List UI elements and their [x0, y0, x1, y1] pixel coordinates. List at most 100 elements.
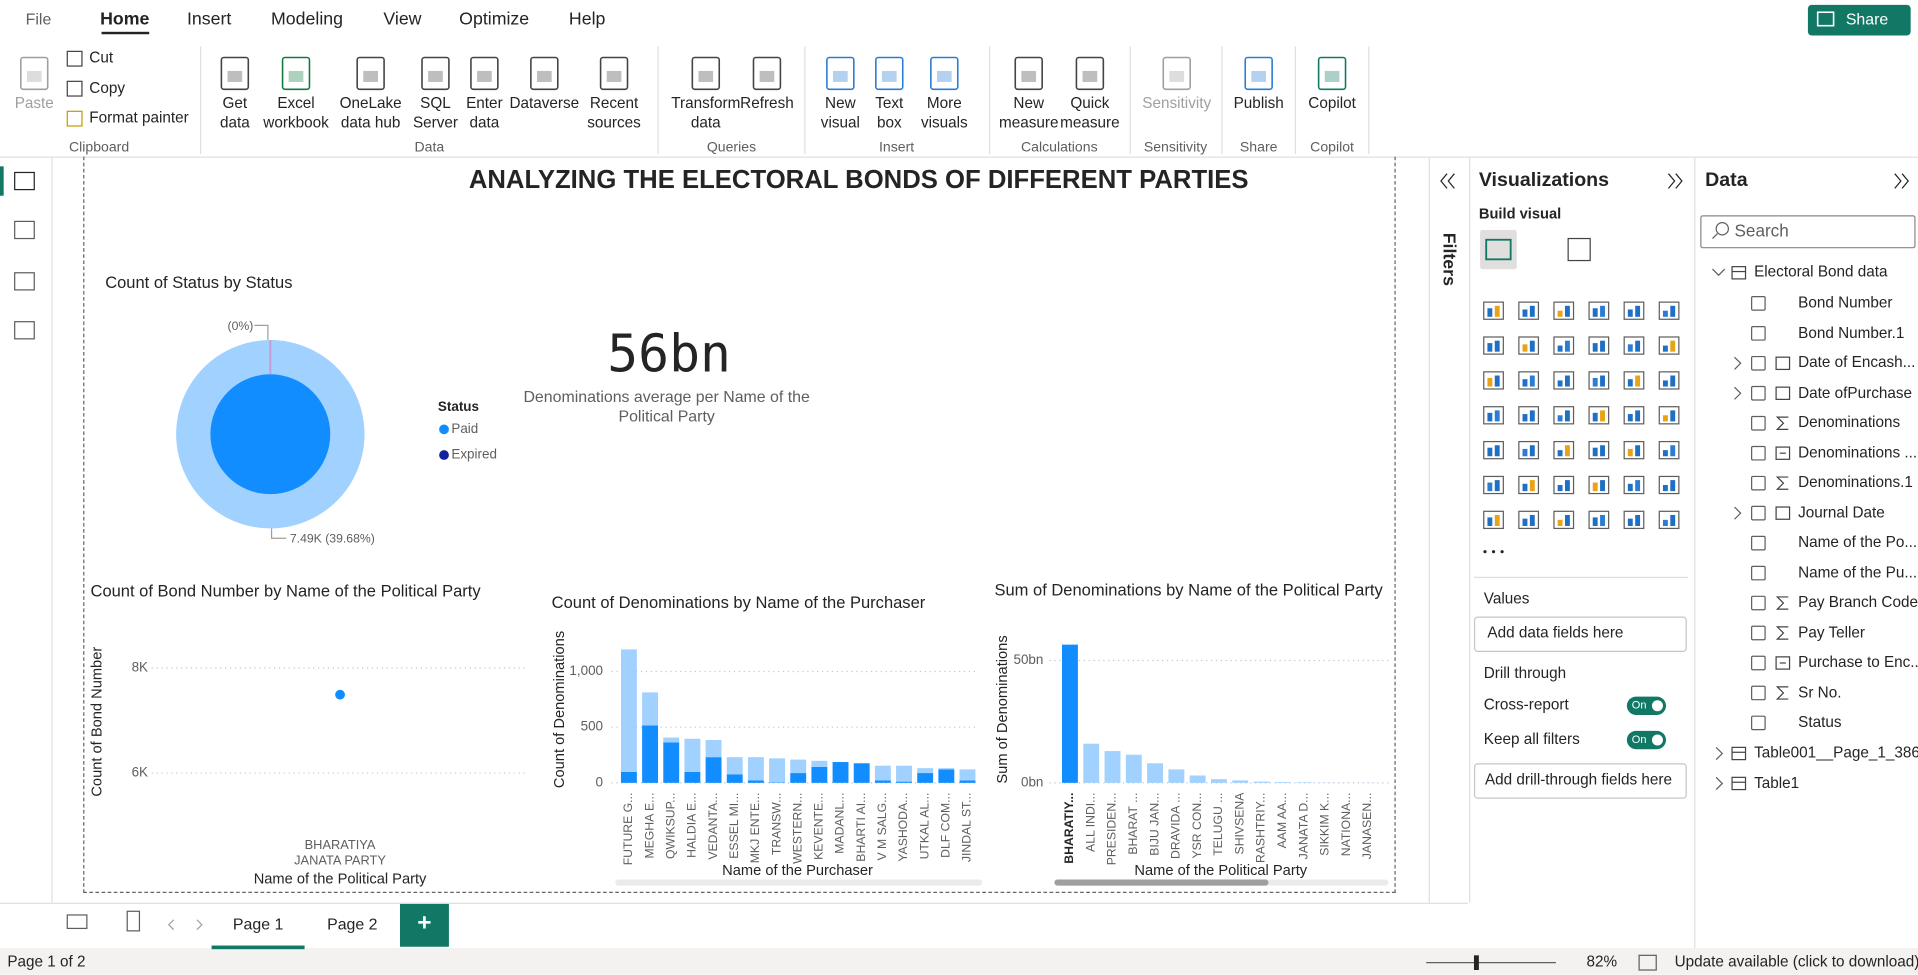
menu-tab[interactable]: Home [100, 9, 150, 30]
ribbon-button-label[interactable]: Copilot [1308, 94, 1356, 112]
visual-type-icon[interactable] [1588, 301, 1610, 320]
visual-type-icon[interactable] [1483, 301, 1504, 320]
page-tab-active[interactable] [211, 903, 305, 950]
more-icon[interactable] [1491, 550, 1496, 554]
ribbon-button-icon[interactable] [599, 56, 629, 91]
drill-well[interactable] [1473, 763, 1687, 799]
visual-type-icon[interactable] [1588, 510, 1610, 530]
ribbon-button-icon[interactable] [220, 56, 250, 91]
bar[interactable] [1253, 781, 1270, 783]
bar-segment[interactable] [663, 737, 680, 743]
bar[interactable] [1210, 779, 1227, 783]
ribbon-button-label[interactable]: Refresh [740, 94, 794, 112]
small-icon[interactable] [66, 80, 83, 97]
bar-segment[interactable] [705, 757, 722, 783]
zoom-thumb[interactable] [1473, 955, 1479, 971]
bar[interactable] [1168, 769, 1185, 783]
ribbon-button-icon[interactable] [1014, 56, 1043, 91]
checkbox[interactable] [1751, 565, 1766, 581]
bar-segment[interactable] [620, 649, 637, 772]
field-name[interactable]: Pay Teller [1798, 623, 1865, 641]
ribbon-button-icon[interactable] [826, 56, 855, 91]
ribbon-button-label[interactable]: New [825, 94, 856, 112]
visual-type-icon[interactable] [1623, 510, 1645, 530]
bar-segment[interactable] [959, 780, 976, 783]
visual-type-icon[interactable] [1483, 406, 1504, 425]
field-name[interactable]: Pay Branch Code [1798, 593, 1918, 611]
visual-type-icon[interactable] [1658, 371, 1680, 390]
bar-segment[interactable] [705, 739, 722, 758]
field-name[interactable]: Name of the Pu... [1798, 563, 1918, 581]
visual-type-icon[interactable] [1658, 336, 1680, 355]
ribbon-button-icon[interactable] [470, 56, 499, 91]
ribbon-button-icon[interactable] [752, 56, 782, 91]
visual-type-icon[interactable] [1518, 406, 1540, 425]
small-icon[interactable] [66, 50, 83, 67]
search-box[interactable] [1700, 215, 1916, 249]
visual-type-icon[interactable] [1553, 475, 1575, 495]
bar[interactable] [1189, 775, 1206, 783]
ribbon-small-button[interactable]: Format painter [89, 109, 189, 127]
visual-type-icon[interactable] [1553, 510, 1575, 530]
visual-type-icon[interactable] [1658, 475, 1680, 495]
prev-page[interactable] [167, 919, 175, 931]
checkbox[interactable] [1751, 296, 1766, 311]
update-notice[interactable]: Update available (click to download) [1674, 953, 1918, 971]
visual-type-icon[interactable] [1483, 440, 1504, 460]
ribbon-button-label[interactable]: visual [820, 113, 860, 132]
ribbon-button-label[interactable]: visuals [920, 113, 968, 132]
bar-segment[interactable] [747, 757, 764, 781]
ribbon-button-icon[interactable] [530, 56, 559, 91]
share-button[interactable] [1807, 4, 1911, 36]
tree-chevron[interactable] [1712, 268, 1726, 277]
bar[interactable] [1147, 763, 1164, 783]
visual-type-icon[interactable] [1658, 301, 1680, 320]
checkbox[interactable] [1751, 535, 1766, 551]
bar[interactable] [1125, 754, 1142, 783]
expand-icon[interactable] [1894, 173, 1902, 189]
ribbon-button-label[interactable]: data hub [340, 113, 401, 132]
visual-type-icon[interactable] [1483, 371, 1504, 390]
bar[interactable] [1232, 780, 1249, 783]
ribbon-button-label[interactable]: New [1013, 94, 1045, 112]
visual-type-icon[interactable] [1553, 440, 1575, 460]
visual-type-icon[interactable] [1553, 301, 1575, 320]
checkbox[interactable] [1751, 505, 1766, 521]
visual-type-icon[interactable] [1483, 475, 1504, 495]
visual-type-icon[interactable] [1518, 510, 1540, 530]
ribbon-button-label[interactable]: data [469, 113, 500, 132]
table-name[interactable]: Table001__Page_1_386 [1754, 743, 1918, 762]
ribbon-button-label[interactable]: Paste [14, 94, 54, 112]
bar-segment[interactable] [769, 782, 785, 783]
ribbon-button-icon[interactable] [356, 56, 385, 91]
ribbon-button-label[interactable]: More [926, 94, 962, 112]
ribbon-button-label[interactable]: Excel [277, 94, 315, 112]
ribbon-button-label[interactable]: data [690, 113, 721, 132]
visual-type-icon[interactable] [1588, 336, 1610, 355]
ribbon-button-label[interactable]: OneLake [339, 94, 402, 112]
field-name[interactable]: Journal Date [1798, 503, 1885, 521]
bar-segment[interactable] [726, 757, 743, 775]
more-icon[interactable] [1500, 550, 1504, 554]
field-name[interactable]: Date ofPurchase [1798, 383, 1913, 401]
visual-type-icon[interactable] [1623, 371, 1645, 390]
small-icon[interactable] [66, 110, 83, 127]
visual-type-icon[interactable] [1553, 371, 1575, 390]
more-icon[interactable] [1483, 550, 1487, 554]
ribbon-button-label[interactable]: Enter [466, 94, 503, 112]
field-name[interactable]: Sr No. [1798, 683, 1842, 701]
field-name[interactable]: Bond Number.1 [1798, 323, 1905, 341]
field-name[interactable]: Denominations.1 [1798, 473, 1913, 491]
visual-type-icon[interactable] [1588, 406, 1610, 425]
page-tab[interactable]: Page 1 [232, 914, 284, 934]
page-tab[interactable]: Page 2 [327, 914, 378, 934]
nav-icon[interactable] [14, 220, 35, 240]
add-page-button[interactable] [399, 903, 449, 947]
tree-chevron[interactable] [1715, 746, 1724, 761]
add-page-label[interactable]: + [417, 909, 432, 937]
mobile-view-icon[interactable] [126, 910, 141, 932]
drop-well-label[interactable]: Add data fields here [1487, 624, 1624, 642]
visual-type-icon[interactable] [1623, 406, 1645, 425]
menu-tab[interactable]: View [383, 9, 422, 30]
field-name[interactable]: Purchase to Enc... [1798, 653, 1918, 671]
